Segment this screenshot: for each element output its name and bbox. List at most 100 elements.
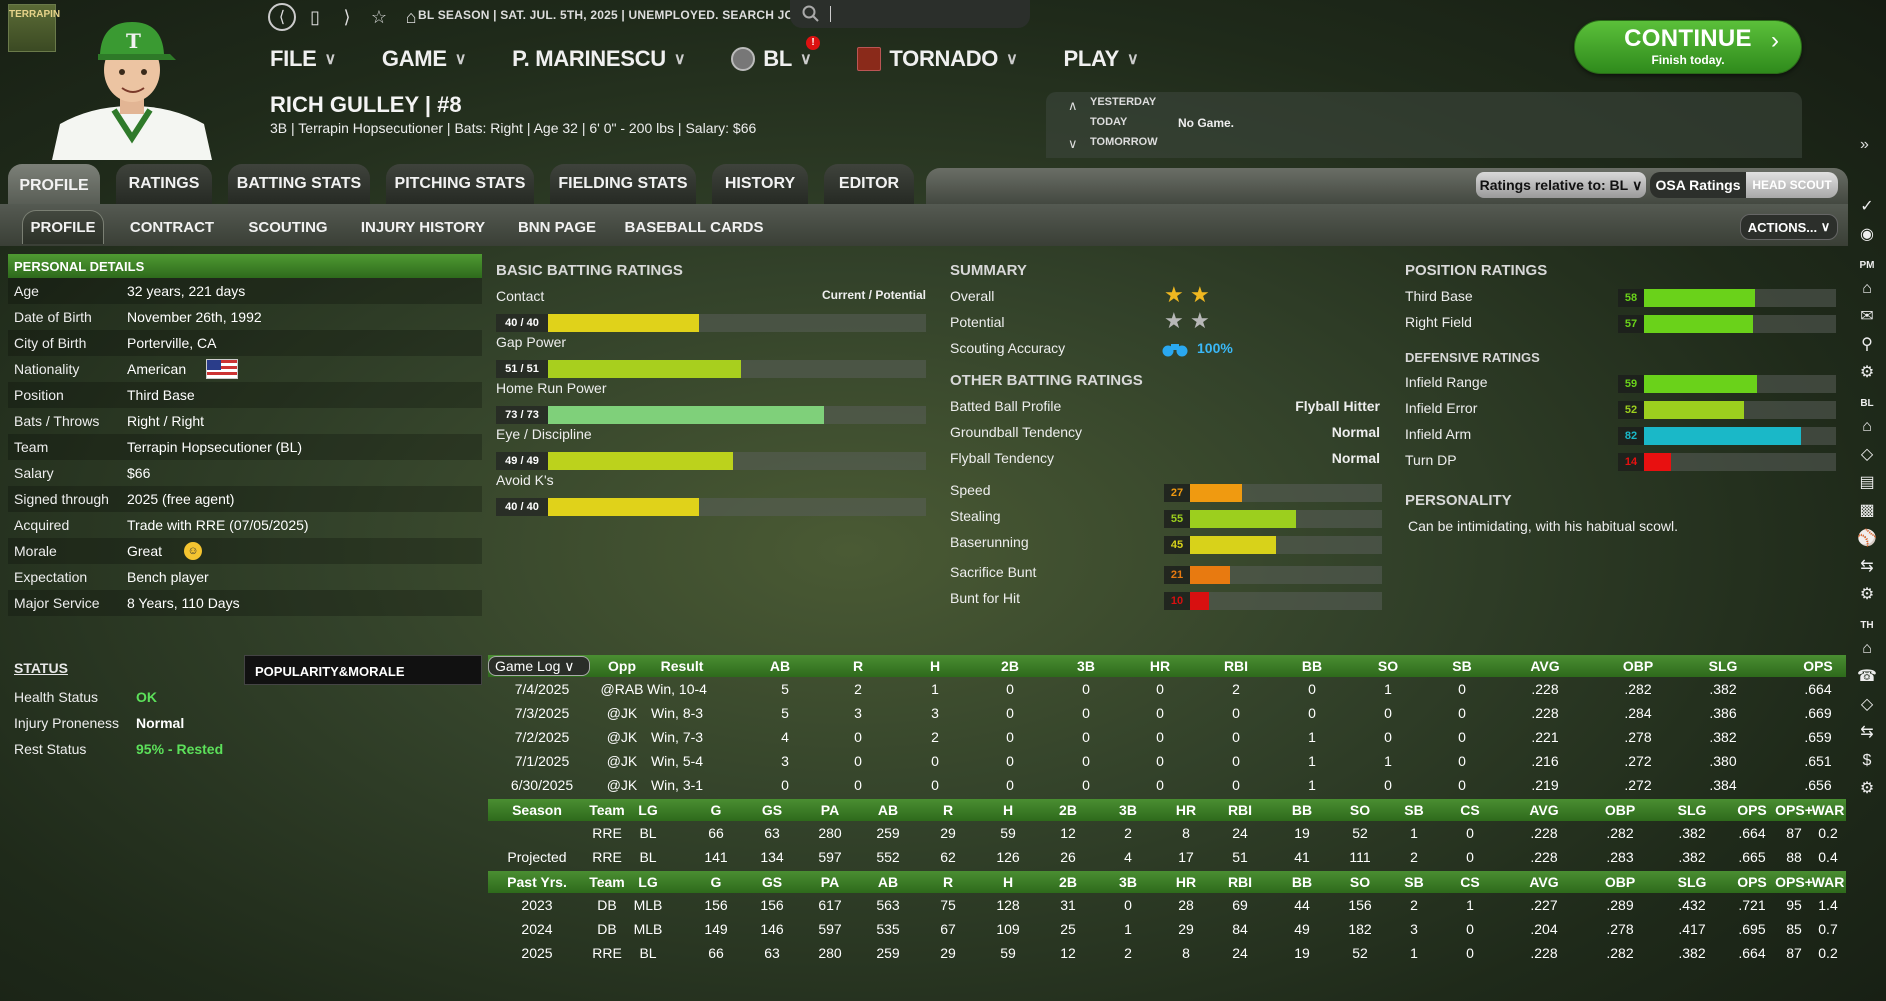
gamelog-col-header[interactable]: AVG xyxy=(1530,658,1560,674)
gear-icon[interactable]: ⚙ xyxy=(1859,586,1875,603)
menu-league[interactable]: BL ∨ xyxy=(731,46,812,72)
past-col-header[interactable]: Past Yrs. xyxy=(507,874,567,890)
ratings-relative-dropdown[interactable]: Ratings relative to: BL ∨ xyxy=(1476,172,1646,198)
gamelog-col-header[interactable]: 3B xyxy=(1077,658,1095,674)
gamelog-col-header[interactable]: SO xyxy=(1377,658,1399,674)
past-col-header[interactable]: GS xyxy=(761,874,783,890)
phone-icon[interactable]: ☎ xyxy=(1857,668,1877,685)
head-scout-toggle[interactable]: HEAD SCOUT xyxy=(1746,172,1838,198)
transfer-icon[interactable]: ⇆ xyxy=(1860,724,1874,741)
season-col-header[interactable]: OPS+ xyxy=(1775,802,1813,818)
past-col-header[interactable]: SLG xyxy=(1677,874,1707,890)
subtab-profile[interactable]: PROFILE xyxy=(22,210,104,244)
subtab-bnn-page[interactable]: BNN PAGE xyxy=(517,218,597,236)
season-col-header[interactable]: GS xyxy=(761,802,783,818)
past-col-header[interactable]: SB xyxy=(1404,874,1424,890)
search-icon[interactable]: ⚲ xyxy=(1861,336,1873,353)
actions-dropdown[interactable]: ACTIONS... ∨ xyxy=(1740,214,1838,240)
season-col-header[interactable]: G xyxy=(710,802,722,818)
tab-pitching-stats[interactable]: PITCHING STATS xyxy=(386,164,534,204)
chevron-down-icon[interactable]: ∨ xyxy=(1068,136,1078,151)
season-col-header[interactable]: R xyxy=(942,802,954,818)
osa-ratings-toggle[interactable]: OSA Ratings xyxy=(1650,172,1746,198)
past-col-header[interactable]: LG xyxy=(638,874,658,890)
game-log-selector[interactable]: Game Log ∨ xyxy=(488,656,590,676)
search-box[interactable] xyxy=(790,0,1030,28)
forward-icon[interactable]: ⟩ xyxy=(343,6,351,27)
gamelog-col-header[interactable]: SB xyxy=(1452,658,1472,674)
season-col-header[interactable]: Team xyxy=(589,802,625,818)
globe-icon[interactable]: ◉ xyxy=(1860,226,1874,243)
gamelog-col-header[interactable]: RBI xyxy=(1223,658,1249,674)
gamelog-col-header[interactable]: H xyxy=(929,658,941,674)
search-input[interactable] xyxy=(830,6,1010,22)
gamelog-col-header[interactable]: AB xyxy=(769,658,791,674)
continue-button[interactable]: CONTINUE Finish today. › xyxy=(1574,20,1802,74)
season-col-header[interactable]: AVG xyxy=(1529,802,1559,818)
season-col-header[interactable]: SLG xyxy=(1677,802,1707,818)
menu-team[interactable]: TORNADO ∨ xyxy=(857,46,1018,72)
status-line[interactable]: BL SEASON | SAT. JUL. 5TH, 2025 | UNEMPL… xyxy=(418,8,822,22)
subtab-injury-history[interactable]: INJURY HISTORY xyxy=(360,218,486,236)
subtab-baseball-cards[interactable]: BASEBALL CARDS xyxy=(624,218,764,236)
past-col-header[interactable]: HR xyxy=(1175,874,1197,890)
home-icon[interactable]: ⌂ xyxy=(1862,418,1872,435)
team-logo[interactable]: TERRAPIN xyxy=(8,4,60,52)
menu-file[interactable]: FILE ∨ xyxy=(270,46,336,72)
season-col-header[interactable]: HR xyxy=(1175,802,1197,818)
season-col-header[interactable]: PA xyxy=(820,802,840,818)
tab-history[interactable]: HISTORY xyxy=(712,164,808,204)
schedule-today[interactable]: TODAY xyxy=(1090,116,1128,128)
season-col-header[interactable]: H xyxy=(1002,802,1014,818)
past-col-header[interactable]: SO xyxy=(1349,874,1371,890)
status-title[interactable]: STATUS xyxy=(14,660,68,676)
gamelog-col-header[interactable]: 2B xyxy=(1001,658,1019,674)
tab-fielding-stats[interactable]: FIELDING STATS xyxy=(550,164,696,204)
season-col-header[interactable]: 3B xyxy=(1119,802,1137,818)
season-col-header[interactable]: BB xyxy=(1291,802,1313,818)
star-icon[interactable]: ☆ xyxy=(370,6,388,27)
past-col-header[interactable]: AVG xyxy=(1529,874,1559,890)
past-col-header[interactable]: R xyxy=(942,874,954,890)
gamelog-col-header[interactable]: BB xyxy=(1301,658,1323,674)
page-icon[interactable]: ▯ xyxy=(310,6,320,27)
card-icon[interactable]: ▤ xyxy=(1859,474,1875,491)
past-col-header[interactable]: Team xyxy=(589,874,625,890)
season-col-header[interactable]: 2B xyxy=(1059,802,1077,818)
shield-icon[interactable]: ◇ xyxy=(1860,446,1874,463)
subtab-scouting[interactable]: SCOUTING xyxy=(248,218,328,236)
past-col-header[interactable]: RBI xyxy=(1227,874,1253,890)
gamelog-col-header[interactable]: SLG xyxy=(1708,658,1738,674)
season-col-header[interactable]: WAR xyxy=(1811,802,1845,818)
popularity-morale-tab[interactable]: POPULARITY&MORALE xyxy=(244,655,482,685)
menu-game[interactable]: GAME ∨ xyxy=(382,46,467,72)
season-col-header[interactable]: SB xyxy=(1404,802,1424,818)
season-col-header[interactable]: CS xyxy=(1460,802,1480,818)
tab-profile[interactable]: PROFILE xyxy=(8,164,100,208)
past-col-header[interactable]: G xyxy=(710,874,722,890)
check-icon[interactable]: ✓ xyxy=(1860,198,1874,215)
season-col-header[interactable]: LG xyxy=(638,802,658,818)
season-col-header[interactable]: OBP xyxy=(1604,802,1636,818)
transfer-icon[interactable]: ⇆ xyxy=(1860,558,1874,575)
schedule-tomorrow[interactable]: TOMORROW xyxy=(1090,136,1158,148)
subtab-contract[interactable]: CONTRACT xyxy=(129,218,215,236)
mail-icon[interactable]: ✉ xyxy=(1860,308,1874,325)
past-col-header[interactable]: OPS xyxy=(1737,874,1767,890)
gear-icon[interactable]: ⚙ xyxy=(1859,364,1875,381)
gamelog-col-header[interactable]: OPS xyxy=(1803,658,1833,674)
season-col-header[interactable]: SO xyxy=(1349,802,1371,818)
home-icon[interactable]: ⌂ xyxy=(1862,280,1872,297)
gamelog-col-header[interactable]: Result xyxy=(660,658,704,674)
past-col-header[interactable]: 3B xyxy=(1119,874,1137,890)
chart-icon[interactable]: ▩ xyxy=(1859,502,1875,519)
season-col-header[interactable]: Season xyxy=(512,802,562,818)
gamelog-col-header[interactable]: R xyxy=(852,658,864,674)
past-col-header[interactable]: OPS+ xyxy=(1775,874,1813,890)
past-col-header[interactable]: WAR xyxy=(1811,874,1845,890)
dollar-icon[interactable]: $ xyxy=(1862,752,1872,769)
season-col-header[interactable]: RBI xyxy=(1227,802,1253,818)
past-col-header[interactable]: 2B xyxy=(1059,874,1077,890)
gear-icon[interactable]: ⚙ xyxy=(1859,780,1875,797)
gamelog-col-header[interactable]: HR xyxy=(1149,658,1171,674)
